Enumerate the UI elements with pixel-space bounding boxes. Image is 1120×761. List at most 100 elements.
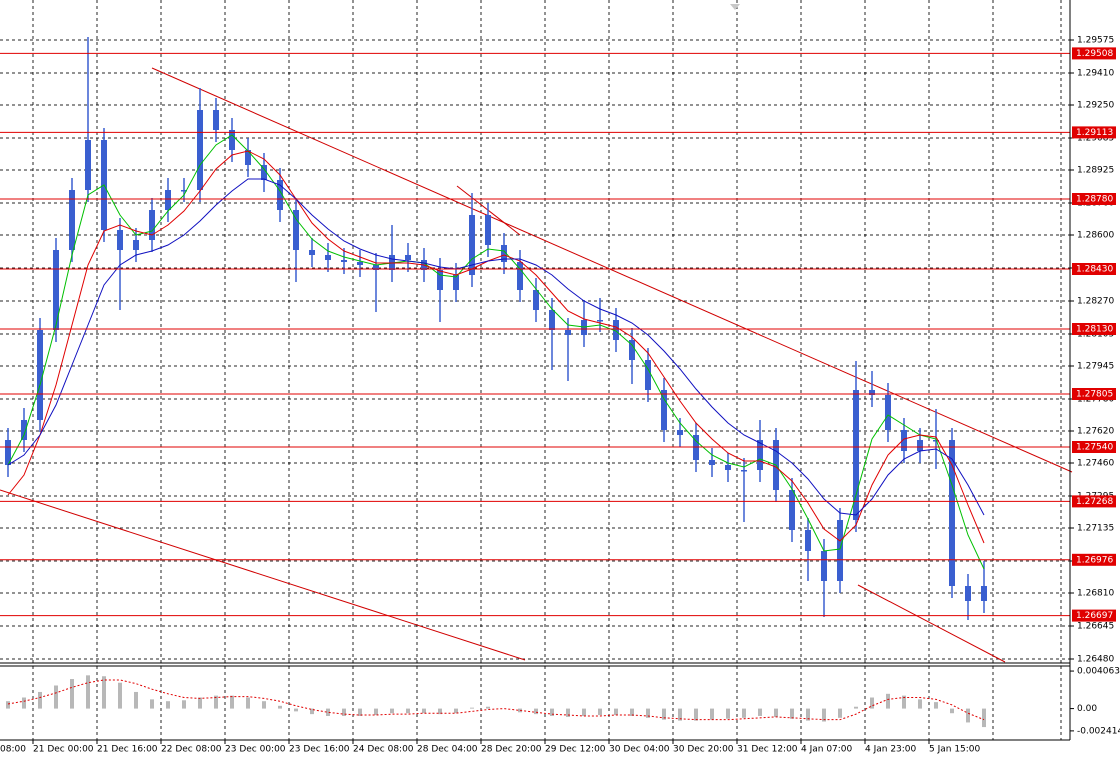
candle-body <box>933 440 939 442</box>
histogram-bar <box>54 685 58 709</box>
candle-body <box>741 470 747 472</box>
y-tick-label: 1.26645 <box>1077 622 1114 632</box>
x-tick-label: 4 Jan 23:00 <box>865 745 917 755</box>
grid <box>0 0 1070 740</box>
level-label: 1.28430 <box>1076 265 1113 275</box>
candle-body <box>677 430 683 435</box>
x-tick-label: 31 Dec 12:00 <box>737 745 798 755</box>
histogram-bar <box>182 700 186 709</box>
candle-body <box>517 262 523 290</box>
histogram-bar <box>102 676 106 709</box>
oscillator <box>6 675 986 728</box>
y-tick-label: 1.26480 <box>1077 655 1114 665</box>
candle-body <box>357 262 363 265</box>
histogram-bar <box>694 708 698 721</box>
histogram-bar <box>86 675 90 709</box>
candle-body <box>805 530 811 551</box>
histogram-bar <box>758 708 762 716</box>
x-tick-label: 5 Jan 15:00 <box>929 745 981 755</box>
histogram-bar <box>966 708 970 723</box>
y-tick-label: 1.28600 <box>1077 231 1114 241</box>
moving-average <box>7 178 985 516</box>
histogram-bar <box>774 708 778 717</box>
level-tag <box>1072 263 1116 275</box>
y-tick-label: 1.29085 <box>1077 134 1114 144</box>
osc-tick-label: 0.004063 <box>1077 667 1120 677</box>
histogram-bar <box>950 708 954 714</box>
histogram-bar <box>262 701 266 709</box>
histogram-bar <box>902 695 906 709</box>
trend-lines <box>0 67 1073 663</box>
histogram-bar <box>806 708 810 721</box>
candle-body <box>533 290 539 310</box>
level-tag <box>1072 609 1116 622</box>
level-label: 1.29113 <box>1076 128 1113 138</box>
candle-body <box>117 230 123 250</box>
candle-body <box>53 250 59 330</box>
candle-body <box>853 390 859 520</box>
candle-body <box>789 490 795 530</box>
level-label: 1.27805 <box>1076 390 1113 400</box>
candle-body <box>965 586 971 601</box>
level-label: 1.27540 <box>1076 443 1113 453</box>
candle-body <box>565 330 571 335</box>
histogram-bar <box>166 701 170 709</box>
x-tick-label: 21 Dec 00:00 <box>33 745 94 755</box>
histogram-bar <box>566 708 570 717</box>
histogram-bar <box>406 708 410 714</box>
candle-body <box>869 390 875 395</box>
candle-body <box>37 330 43 420</box>
y-tick-label: 1.27620 <box>1077 427 1114 437</box>
moving-average <box>7 134 985 570</box>
histogram-bar <box>310 708 314 715</box>
candle-body <box>629 340 635 360</box>
level-tag <box>1072 126 1116 139</box>
histogram-bar <box>726 708 730 719</box>
histogram-bar <box>646 708 650 718</box>
candle-body <box>341 260 347 262</box>
x-tick-label: 22 Dec 08:00 <box>161 745 222 755</box>
candle-body <box>165 190 171 210</box>
shift-marker <box>730 4 740 10</box>
candle-body <box>949 440 955 586</box>
candle-body <box>901 430 907 451</box>
level-tag <box>1072 553 1116 566</box>
x-tick-label: 23 Dec 00:00 <box>225 745 286 755</box>
histogram-bar <box>134 691 138 709</box>
histogram-bar <box>854 706 858 709</box>
histogram-bar <box>390 708 394 714</box>
histogram-bar <box>982 708 986 728</box>
candle-body <box>837 520 843 581</box>
level-label: 1.27268 <box>1076 497 1113 507</box>
histogram-bar <box>550 708 554 716</box>
x-tick-label: 24 Dec 08:00 <box>353 745 414 755</box>
histogram-bar <box>518 708 522 713</box>
candle-body <box>149 210 155 240</box>
level-tag <box>1072 388 1116 400</box>
level-label: 1.28130 <box>1076 325 1113 335</box>
histogram-bar <box>230 695 234 709</box>
level-tag <box>1072 47 1116 60</box>
candle-body <box>405 255 411 260</box>
signal-line <box>7 679 985 721</box>
histogram-bar <box>934 702 938 709</box>
y-tick-label: 1.29250 <box>1077 101 1114 111</box>
histogram-bar <box>486 706 490 709</box>
y-tick-label: 1.29410 <box>1077 69 1114 79</box>
candle-body <box>549 310 555 330</box>
histogram-bar <box>294 708 298 712</box>
histogram-bar <box>278 705 282 709</box>
histogram-bar <box>422 708 426 714</box>
y-tick-label: 1.27945 <box>1077 362 1114 372</box>
candle-body <box>885 395 891 430</box>
candle-body <box>293 210 299 250</box>
candle-body <box>661 390 667 430</box>
histogram-bar <box>22 697 26 709</box>
candle-body <box>597 320 603 322</box>
x-tick-label: 21 Dec 16:00 <box>97 745 158 755</box>
histogram-bar <box>358 708 362 716</box>
histogram-bar <box>198 697 202 709</box>
candle-body <box>645 360 651 390</box>
candle-body <box>245 150 251 165</box>
candle-body <box>613 320 619 340</box>
